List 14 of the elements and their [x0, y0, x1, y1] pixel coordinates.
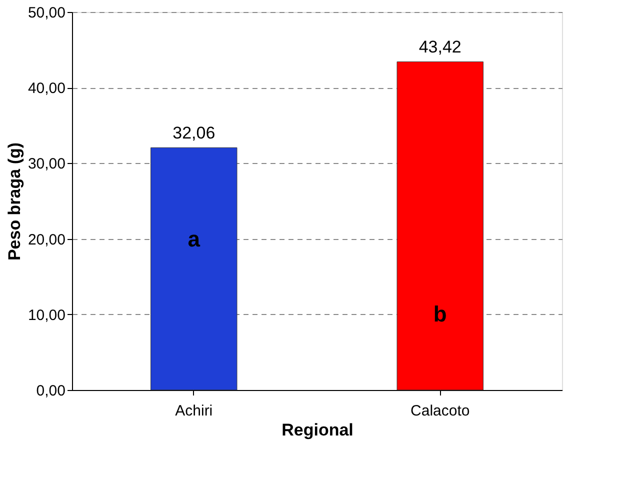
x-tick-label: Calacoto [410, 402, 470, 420]
y-tick-label: 20,00 [28, 231, 66, 248]
annotation: a [188, 226, 201, 252]
data-label: 32,06 [172, 124, 216, 143]
y-axis-title: Peso braga (g) [4, 142, 24, 261]
y-tick-label: 40,00 [28, 80, 66, 98]
x-tick-label: Achiri [175, 402, 213, 420]
data-label: 43,42 [418, 38, 462, 57]
annotation: b [433, 302, 447, 326]
x-axis-title: Regional [282, 420, 354, 440]
y-tick-label: 30,00 [28, 156, 66, 173]
y-tick-label: 10,00 [28, 306, 66, 324]
y-tick-label: 0,00 [36, 382, 66, 400]
y-tick-label: 50,00 [28, 4, 66, 22]
